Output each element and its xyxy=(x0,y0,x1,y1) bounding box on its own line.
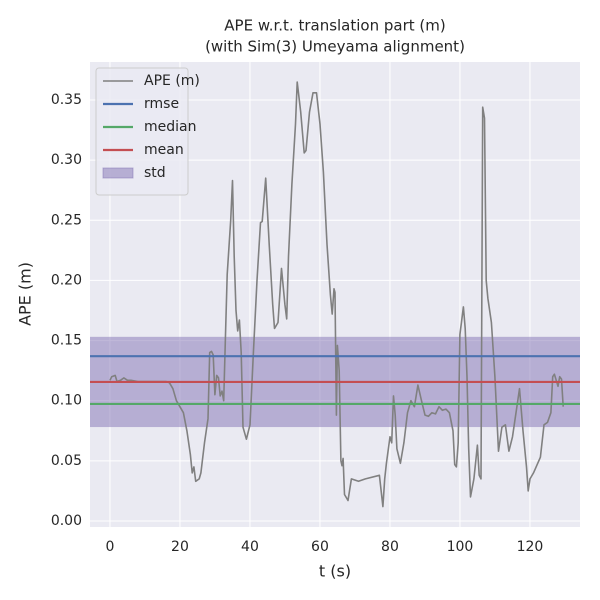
y-tick-label: 0.15 xyxy=(51,333,82,349)
y-tick-label: 0.20 xyxy=(51,272,82,288)
y-tick-label: 0.25 xyxy=(51,212,82,228)
x-tick-label: 0 xyxy=(105,539,114,555)
y-tick-label: 0.35 xyxy=(51,92,82,108)
legend-box xyxy=(95,67,189,196)
x-axis-label: t (s) xyxy=(319,562,351,581)
legend-label: APE (m) xyxy=(144,73,200,89)
y-axis-label: APE (m) xyxy=(16,262,35,326)
x-tick-label: 40 xyxy=(241,539,259,555)
legend: APE (m) rmse median mean std xyxy=(95,67,200,196)
chart-title: APE w.r.t. translation part (m) xyxy=(224,17,445,35)
legend-label: std xyxy=(144,165,166,181)
x-tick-label: 20 xyxy=(171,539,189,555)
x-tick-label: 80 xyxy=(381,539,399,555)
chart-subtitle: (with Sim(3) Umeyama alignment) xyxy=(205,38,465,56)
y-tick-label: 0.10 xyxy=(51,393,82,409)
legend-label: median xyxy=(144,119,196,135)
y-tick-label: 0.05 xyxy=(51,453,82,469)
y-tick-label: 0.30 xyxy=(51,152,82,168)
x-tick-label: 60 xyxy=(311,539,329,555)
x-tick-label: 120 xyxy=(517,539,544,555)
legend-label: mean xyxy=(144,142,184,158)
legend-label: rmse xyxy=(144,96,179,112)
y-tick-label: 0.00 xyxy=(51,513,82,529)
x-tick-label: 100 xyxy=(447,539,474,555)
ape-line xyxy=(109,81,564,508)
legend-swatch xyxy=(102,167,134,179)
marks xyxy=(90,81,580,508)
